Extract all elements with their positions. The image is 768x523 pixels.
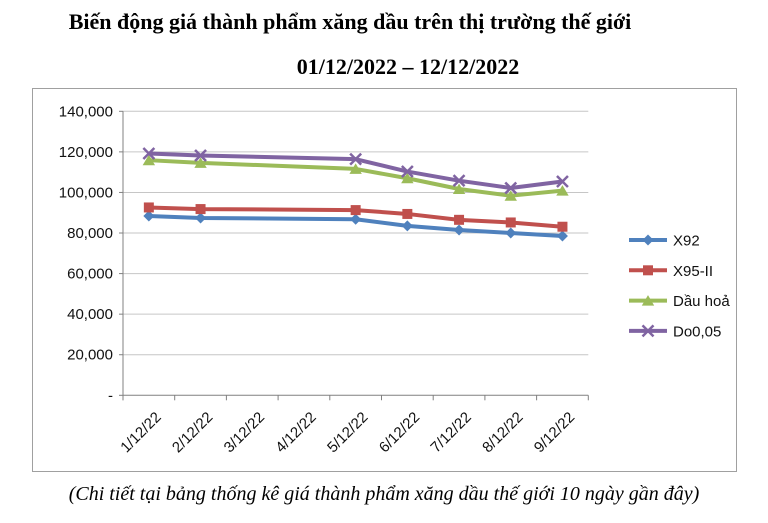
legend-marker-x95-ii <box>643 265 653 276</box>
x-axis-label: 8/12/22 <box>479 409 526 456</box>
series-marker-d-u-ho- <box>401 172 414 184</box>
series-marker-d-u-ho- <box>349 163 362 174</box>
legend-marker-do0-05 <box>641 324 655 338</box>
series-marker-x95-ii <box>350 205 361 216</box>
legend-label-x95-ii: X95-II <box>673 263 713 280</box>
x-axis-label: 6/12/22 <box>376 409 423 456</box>
series-marker-do0-05 <box>142 147 156 160</box>
series-marker-d-u-ho- <box>142 154 156 166</box>
y-axis-label: 60,000 <box>67 266 113 283</box>
y-axis-label: 100,000 <box>59 184 113 201</box>
y-axis-label: 120,000 <box>59 144 113 161</box>
legend-marker-d-u-ho- <box>641 295 655 306</box>
x-axis-label: 5/12/22 <box>324 409 371 456</box>
series-marker-do0-05 <box>556 175 569 188</box>
y-axis-label: - <box>108 387 113 404</box>
legend-label-d-u-ho-: Dầu hoả <box>673 293 730 310</box>
legend-label-x92: X92 <box>673 233 700 250</box>
series-marker-x95-ii <box>402 208 413 219</box>
footer-caption: (Chi tiết tại bảng thống kê giá thành ph… <box>68 483 700 505</box>
series-marker-do0-05 <box>504 181 518 195</box>
series-marker-do0-05 <box>349 152 363 166</box>
series-marker-d-u-ho- <box>194 157 207 168</box>
series-marker-do0-05 <box>194 149 207 162</box>
chart-area: - 20,000 40,000 60,000 80,000 100,000 120,000 1… <box>32 88 737 472</box>
series-marker-do0-05 <box>400 165 414 178</box>
x-axis-label: 2/12/22 <box>169 409 216 456</box>
series-marker-d-u-ho- <box>556 185 569 196</box>
series-marker-x92 <box>143 210 155 222</box>
series-marker-x92 <box>195 212 207 224</box>
legend-marker-x92 <box>642 234 654 246</box>
series-marker-x92 <box>453 224 465 236</box>
series-marker-x95-ii <box>454 214 465 225</box>
series-marker-x92 <box>350 213 362 225</box>
y-axis-label: 40,000 <box>67 306 113 323</box>
series-marker-d-u-ho- <box>452 183 466 194</box>
line-chart: - 20,000 40,000 60,000 80,000 100,000 120,000 1… <box>59 103 731 456</box>
chart-title: Biến động giá thành phẩm xăng dầu trên t… <box>68 9 632 34</box>
legend-label-do0-05: Do0,05 <box>673 323 721 340</box>
series-marker-x95-ii <box>505 217 516 228</box>
x-axis-label: 9/12/22 <box>531 409 578 456</box>
series-marker-d-u-ho- <box>504 190 517 201</box>
series-marker-x92 <box>556 230 568 242</box>
y-axis-label: 20,000 <box>67 347 113 364</box>
x-axis-label: 4/12/22 <box>272 409 319 456</box>
series-marker-x95-ii <box>195 204 206 215</box>
series-marker-x95-ii <box>143 202 154 213</box>
series-marker-x95-ii <box>557 221 568 232</box>
x-axis-label: 7/12/22 <box>427 409 474 456</box>
x-axis-label: 1/12/22 <box>117 409 164 456</box>
chart-subtitle: 01/12/2022 – 12/12/2022 <box>296 54 520 79</box>
series-marker-do0-05 <box>452 174 466 188</box>
series-marker-x92 <box>505 227 517 239</box>
x-axis-label: 3/12/22 <box>221 409 268 456</box>
series-marker-x92 <box>401 220 413 232</box>
y-axis-label: 80,000 <box>67 225 113 242</box>
y-axis-label: 140,000 <box>59 103 113 120</box>
